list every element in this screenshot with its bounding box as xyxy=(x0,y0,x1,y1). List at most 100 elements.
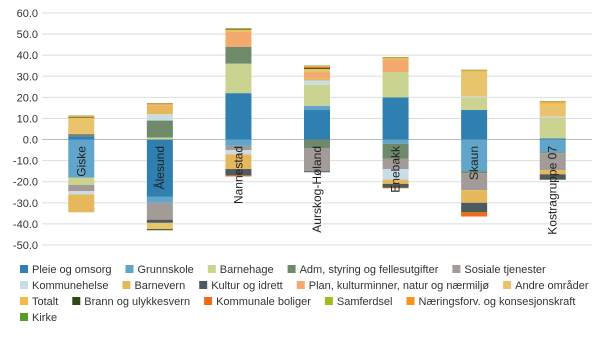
legend-label: Barnehage xyxy=(220,264,274,276)
bar-segment xyxy=(461,139,488,172)
bar-segment xyxy=(225,145,252,151)
legend-label: Totalt xyxy=(32,296,58,308)
bar-segment xyxy=(382,183,409,187)
x-tick-label: Enebakk xyxy=(389,145,403,193)
y-tick-label: 40.0 xyxy=(17,50,38,62)
bar-segment xyxy=(146,120,173,138)
bar-segment xyxy=(461,211,488,213)
bar-segment xyxy=(304,147,330,172)
bar-segment xyxy=(146,114,173,121)
y-tick-label: 50.0 xyxy=(17,29,38,41)
bar-segment xyxy=(461,95,488,97)
legend-swatch xyxy=(20,281,28,289)
legend-swatch xyxy=(406,297,415,305)
legend-swatch xyxy=(503,281,512,289)
bar-segment xyxy=(304,171,330,173)
bar-segment xyxy=(461,171,488,174)
y-tick-label: 10.0 xyxy=(17,113,38,125)
legend-label: Barnevern xyxy=(134,280,185,292)
legend-item: Kirke xyxy=(20,312,57,324)
y-tick-label: -20.0 xyxy=(13,177,38,189)
y-tick-label: 0.0 xyxy=(23,135,38,147)
bar-segment xyxy=(304,80,330,85)
legend-label: Plan, kulturminner, natur og nærmiljø xyxy=(309,280,490,292)
bar-segment xyxy=(539,170,566,175)
y-tick-label: -50.0 xyxy=(13,240,38,252)
bar-segment xyxy=(68,184,95,192)
legend-item: Adm, styring og fellesutgifter xyxy=(287,264,439,276)
bar-segment xyxy=(461,97,488,111)
bar-segment xyxy=(68,117,95,118)
bar-segment xyxy=(225,93,252,140)
legend-label: Pleie og omsorg xyxy=(32,264,112,276)
bar-segment xyxy=(382,169,409,180)
legend-label: Sosiale tjenester xyxy=(464,264,546,276)
legend-swatch xyxy=(20,297,28,305)
bar-segment xyxy=(225,29,252,30)
legend-item: Kommunale boliger xyxy=(204,296,311,308)
legend-label: Kommunale boliger xyxy=(216,296,311,308)
legend-swatch xyxy=(199,281,208,289)
y-tick-label: 60.0 xyxy=(17,8,38,20)
bar-segment xyxy=(539,104,566,116)
bar-segment xyxy=(68,194,95,213)
bar-segment xyxy=(225,169,252,176)
y-tick-label: -10.0 xyxy=(13,156,38,168)
legend-swatch xyxy=(72,297,81,305)
legend-swatch xyxy=(296,281,305,289)
bar-segment xyxy=(304,78,330,81)
bar-segment xyxy=(382,59,409,73)
legend-swatch xyxy=(287,265,296,273)
y-tick-label: -40.0 xyxy=(13,219,38,231)
legend-item: Næringsforv. og konsesjonskraft xyxy=(406,296,575,308)
bar-segment xyxy=(382,72,409,98)
legend-label: Kirke xyxy=(32,312,57,324)
bar-segment xyxy=(304,105,330,111)
bar-segment xyxy=(304,110,330,140)
legend-label: Grunnskole xyxy=(138,264,194,276)
bar-segment xyxy=(539,102,566,105)
bar-segment xyxy=(225,175,252,177)
bar-segment xyxy=(146,222,173,230)
legend-item: Brann og ulykkesvern xyxy=(72,296,190,308)
bar-segment xyxy=(461,212,488,217)
bar-segment xyxy=(382,179,409,184)
bar-segment xyxy=(68,191,95,195)
bar-segment xyxy=(304,72,330,79)
bar-segment xyxy=(461,96,488,98)
bar-segment xyxy=(225,31,252,47)
bar-segment xyxy=(539,116,566,118)
bar-segment xyxy=(68,133,95,135)
bar-segment xyxy=(146,229,173,231)
bar-segment xyxy=(146,202,173,220)
bar-segment xyxy=(461,72,488,96)
legend-swatch xyxy=(204,297,213,305)
legend-label: Kommunehelse xyxy=(32,280,108,292)
legend-label: Samferdsel xyxy=(337,296,393,308)
x-tick-label: Giske xyxy=(74,146,88,177)
bar-segment xyxy=(68,117,95,119)
y-tick-label: 30.0 xyxy=(17,71,38,83)
bar-segment xyxy=(225,29,252,31)
bar-segment xyxy=(68,136,95,140)
bar-segment xyxy=(461,190,488,203)
bar-segment xyxy=(146,137,173,140)
x-tick-label: Skaun xyxy=(467,146,481,180)
legend-item: Totalt xyxy=(20,296,58,308)
bar-segment xyxy=(382,158,409,170)
bar-segment xyxy=(146,219,173,223)
bar-segment xyxy=(461,173,488,191)
x-tick-label: Nannestad xyxy=(231,146,245,204)
bar-segment xyxy=(304,69,330,73)
bar-segment xyxy=(461,71,488,73)
bar-segment xyxy=(225,46,252,64)
legend-item: Samferdsel xyxy=(324,296,393,308)
legend-swatch xyxy=(125,265,134,273)
bar-segment xyxy=(225,30,252,32)
legend-swatch xyxy=(20,313,28,321)
legend-label: Kultur og idrett xyxy=(211,280,283,292)
bar-segment xyxy=(539,139,566,153)
legend-item: Kultur og idrett xyxy=(199,280,283,292)
legend-swatch xyxy=(122,281,131,289)
